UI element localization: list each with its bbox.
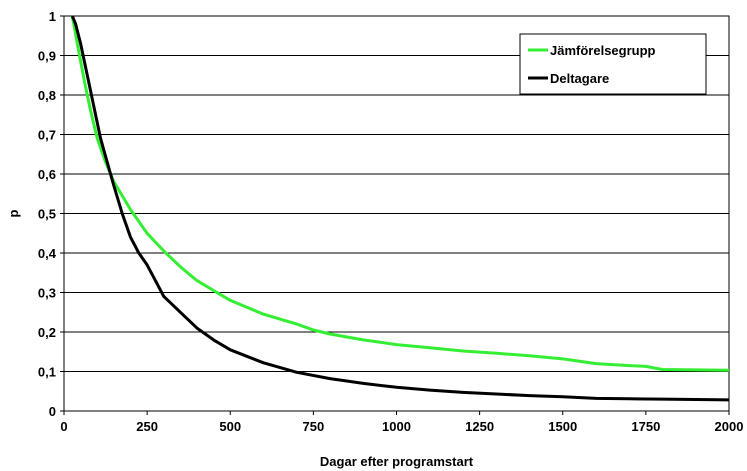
x-tick-label: 2000 [715,419,744,434]
y-tick-label: 0,3 [38,286,56,301]
x-axis-title: Dagar efter programstart [320,454,474,469]
series-lines [70,15,730,402]
series-line-0 [70,15,730,372]
y-tick-label: 0,4 [38,246,57,261]
legend-label-jamforelsegrupp: Jämförelsegrupp [550,43,656,58]
x-tick-label: 1000 [382,419,411,434]
gridlines [64,55,729,372]
y-tick-label: 0,6 [38,167,56,182]
legend-box [519,33,707,95]
x-tick-label: 1750 [631,419,660,434]
x-tick-label: 0 [60,419,67,434]
x-tick-label: 1500 [548,419,577,434]
x-tick-label: 1250 [465,419,494,434]
series-line-1 [70,15,730,402]
y-tick-label: 0 [49,404,56,419]
legend-label-deltagare: Deltagare [550,71,609,86]
x-tick-label: 250 [136,419,158,434]
x-tick-label: 500 [219,419,241,434]
y-axis-title: p [6,209,21,217]
legend: Jämförelsegrupp Deltagare [519,33,707,95]
y-tick-label: 0,2 [38,325,56,340]
y-tick-label: 0,5 [38,207,56,222]
y-tick-label: 0,9 [38,49,56,64]
y-tick-label: 0,8 [38,88,56,103]
y-tick-label: 1 [49,9,56,24]
y-tick-label: 0,7 [38,128,56,143]
y-tick-label: 0,1 [38,365,56,380]
axis-ticks: 0 0,1 0,2 0,3 0,4 0,5 0,6 0,7 0,8 0,9 1 0 250 500 750 1… [38,9,744,434]
x-tick-label: 750 [303,419,325,434]
